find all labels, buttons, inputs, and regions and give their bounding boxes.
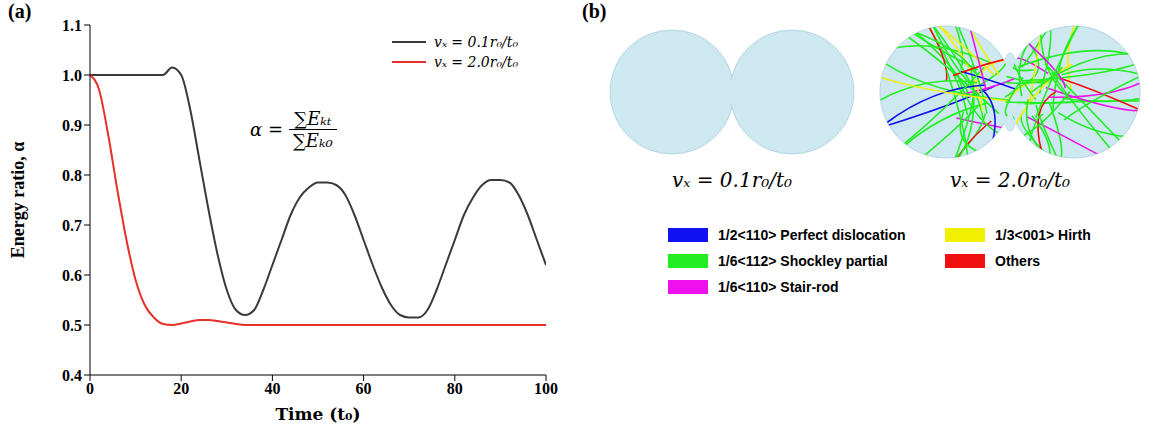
html-text:vₓ = 0.1r₀/t₀: vₓ = 0.1r₀/t₀ [434, 34, 518, 50]
svg-text:0.8: 0.8 [62, 167, 82, 184]
html-text:vₓ = 2.0r₀/t₀: vₓ = 2.0r₀/t₀ [434, 54, 518, 70]
svg-text:0.5: 0.5 [62, 317, 82, 334]
html-text:(b): (b) [582, 0, 607, 22]
svg-text:100: 100 [534, 380, 558, 397]
svg-text:0.9: 0.9 [62, 117, 82, 134]
html-text:α =: α = [250, 119, 283, 140]
html-text:∑Eₖ₀: ∑Eₖ₀ [293, 130, 333, 151]
svg-text:80: 80 [447, 380, 463, 397]
svg-text:0: 0 [86, 380, 94, 397]
html-text:1/6<110> Stair-rod: 1/6<110> Stair-rod [718, 279, 839, 295]
svg-text:Time (t₀): Time (t₀) [275, 404, 360, 424]
svg-text:1.0: 1.0 [62, 67, 82, 84]
svg-text:40: 40 [264, 380, 280, 397]
html-text:1/3<001> Hirth: 1/3<001> Hirth [995, 227, 1091, 243]
html-text:Others: Others [995, 253, 1041, 269]
svg-text:0.6: 0.6 [62, 267, 82, 284]
svg-text:60: 60 [356, 380, 372, 397]
svg-text:20: 20 [173, 380, 189, 397]
html-text:∑Eₖₜ: ∑Eₖₜ [294, 108, 332, 129]
svg-text:0.7: 0.7 [62, 217, 82, 234]
svg-text:Energy ratio, α: Energy ratio, α [8, 142, 28, 259]
html-text:(a): (a) [8, 0, 32, 22]
svg-text:0.4: 0.4 [62, 367, 82, 384]
html-text:vₓ = 2.0r₀/t₀: vₓ = 2.0r₀/t₀ [950, 168, 1070, 192]
html-text:1/2<110> Perfect dislocation: 1/2<110> Perfect dislocation [718, 227, 906, 243]
svg-text:1.1: 1.1 [62, 17, 82, 34]
html-text:vₓ = 0.1r₀/t₀: vₓ = 0.1r₀/t₀ [672, 168, 792, 192]
html-text:1/6<112> Shockley partial: 1/6<112> Shockley partial [718, 253, 888, 269]
